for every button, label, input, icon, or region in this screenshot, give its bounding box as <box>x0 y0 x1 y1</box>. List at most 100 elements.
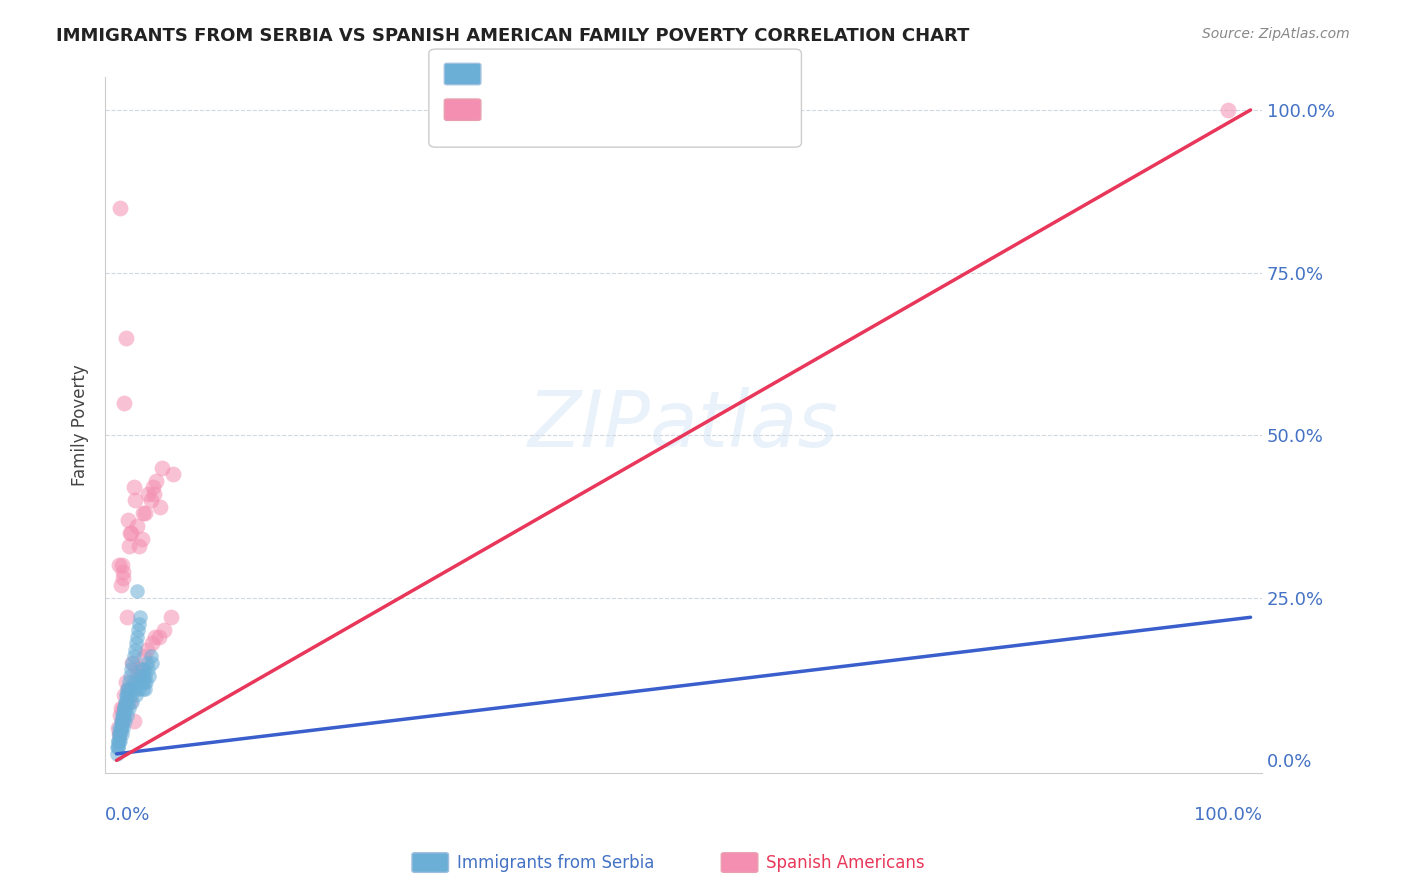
Point <box>108 727 131 741</box>
Point <box>120 669 142 683</box>
Point <box>128 681 150 696</box>
Point <box>132 675 155 690</box>
Point <box>141 636 163 650</box>
Text: ZIPatlas: ZIPatlas <box>529 387 839 464</box>
Point <box>110 721 132 735</box>
Point <box>114 701 136 715</box>
Point <box>111 714 134 729</box>
Text: 0.0%: 0.0% <box>105 805 150 824</box>
Point <box>115 610 138 624</box>
Point <box>108 734 131 748</box>
Point <box>115 689 138 703</box>
Point <box>111 727 134 741</box>
Point <box>149 500 172 514</box>
Point <box>115 707 138 722</box>
Point <box>114 689 136 703</box>
Point <box>117 689 139 703</box>
Point <box>145 474 167 488</box>
Point <box>115 689 138 703</box>
Point <box>108 727 131 741</box>
Point <box>124 493 146 508</box>
Point <box>117 681 139 696</box>
Point <box>125 689 148 703</box>
Text: IMMIGRANTS FROM SERBIA VS SPANISH AMERICAN FAMILY POVERTY CORRELATION CHART: IMMIGRANTS FROM SERBIA VS SPANISH AMERIC… <box>56 27 970 45</box>
Point <box>112 721 135 735</box>
Point <box>117 681 139 696</box>
Point <box>134 506 156 520</box>
Point <box>121 656 143 670</box>
Point <box>120 525 142 540</box>
Point <box>118 675 141 690</box>
Text: R = 0.324: R = 0.324 <box>488 69 571 87</box>
Point <box>138 669 160 683</box>
Point <box>128 539 150 553</box>
Point <box>108 727 131 741</box>
Point <box>107 740 129 755</box>
Point <box>107 734 129 748</box>
Text: Immigrants from Serbia: Immigrants from Serbia <box>457 854 654 871</box>
Point <box>118 539 141 553</box>
Point <box>129 662 152 676</box>
Point <box>150 460 173 475</box>
Point <box>120 662 142 676</box>
Point <box>111 714 134 729</box>
Point <box>129 610 152 624</box>
Point <box>122 714 145 729</box>
Point <box>122 675 145 690</box>
Point <box>131 533 153 547</box>
Point <box>114 714 136 729</box>
Point <box>139 649 162 664</box>
Point <box>111 707 134 722</box>
Point <box>141 656 163 670</box>
Point <box>117 513 139 527</box>
Point <box>125 630 148 644</box>
Point <box>134 681 156 696</box>
Y-axis label: Family Poverty: Family Poverty <box>72 365 89 486</box>
Point <box>111 707 134 722</box>
Point <box>105 740 128 755</box>
Point <box>110 721 132 735</box>
Text: 100.0%: 100.0% <box>1194 805 1263 824</box>
Point <box>124 642 146 657</box>
Point <box>107 734 129 748</box>
Point <box>135 675 157 690</box>
Point <box>122 480 145 494</box>
Point <box>148 630 170 644</box>
Point <box>131 506 153 520</box>
Point <box>110 701 132 715</box>
Point <box>112 701 135 715</box>
Point <box>162 467 184 482</box>
Point <box>108 727 131 741</box>
Point <box>132 649 155 664</box>
Point <box>139 493 162 508</box>
Point <box>110 578 132 592</box>
Point <box>127 669 149 683</box>
Point <box>128 616 150 631</box>
Point <box>127 675 149 690</box>
Point <box>118 701 141 715</box>
Point <box>114 675 136 690</box>
Point <box>160 610 183 624</box>
Point <box>124 681 146 696</box>
Point <box>120 689 142 703</box>
Point <box>136 642 159 657</box>
Point <box>129 669 152 683</box>
Point <box>117 681 139 696</box>
Point <box>108 707 131 722</box>
Point <box>108 734 131 748</box>
Point <box>115 701 138 715</box>
Point <box>125 584 148 599</box>
Point <box>107 721 129 735</box>
Point <box>121 656 143 670</box>
Point <box>120 681 142 696</box>
Point <box>114 695 136 709</box>
Point <box>122 649 145 664</box>
Point <box>131 675 153 690</box>
Point <box>136 662 159 676</box>
Point <box>1216 103 1239 117</box>
Point <box>107 740 129 755</box>
Text: N = 51: N = 51 <box>647 104 709 122</box>
Point <box>112 707 135 722</box>
Point <box>142 480 165 494</box>
Point <box>132 662 155 676</box>
